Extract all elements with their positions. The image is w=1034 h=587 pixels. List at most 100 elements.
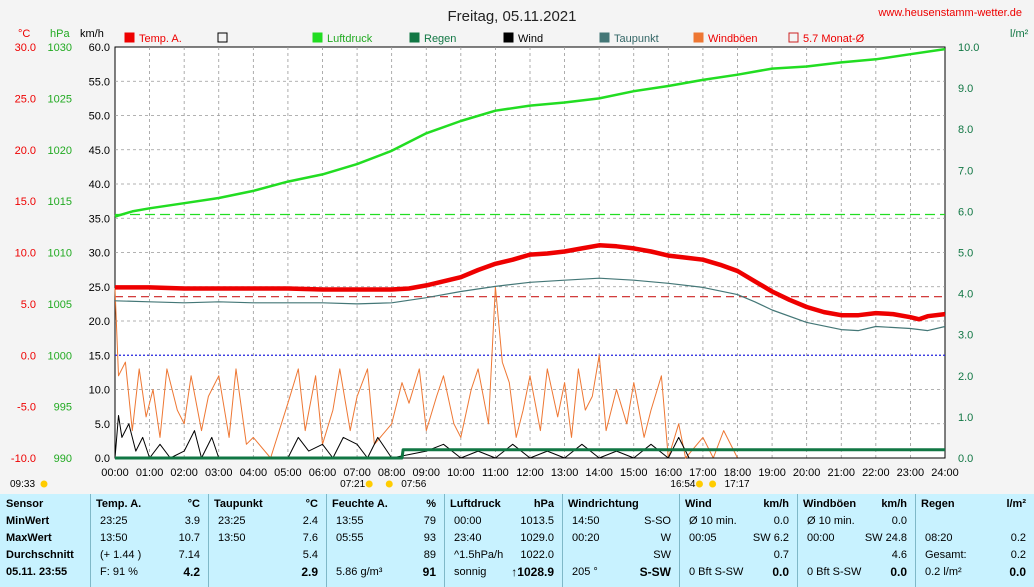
panel-row: 00:05 SW 6.2	[679, 530, 797, 546]
panel-cell-value: 7.14	[178, 549, 200, 561]
panel-row: 05.11. 23:55	[0, 564, 90, 580]
panel-cell-value: 0.0	[1009, 565, 1026, 579]
panel-cell-label: 205 °	[572, 566, 598, 578]
legend-swatch	[693, 32, 704, 43]
panel-cell-value: 0.7	[773, 549, 789, 561]
panel-separator	[915, 494, 916, 587]
panel-cell-label: 23:25	[100, 515, 128, 527]
rain-tick-label: 5.0	[958, 248, 973, 260]
panel-cell-value: 4.6	[891, 549, 907, 561]
panel-cell-value: 1022.0	[520, 549, 554, 561]
chart-series	[114, 47, 946, 460]
wind-tick-label: 55.0	[89, 76, 110, 88]
panel-separator	[562, 494, 563, 587]
panel-header: Taupunkt °C	[208, 496, 326, 512]
panel-header: Luftdruck hPa	[444, 496, 562, 512]
press-tick-label: 1005	[48, 299, 72, 311]
site-url[interactable]: www.heusenstamm-wetter.de	[877, 7, 1022, 19]
panel-cell-label: 00:00	[454, 515, 482, 527]
chart-title: Freitag, 05.11.2021	[448, 8, 577, 25]
sun-markers: 09:33 07:21 07:56 16:54 17:17	[10, 479, 750, 490]
panel-cell-value: S-SW	[639, 565, 671, 579]
temp-unit-label: °C	[18, 28, 30, 40]
temp-tick-label: 25.0	[15, 93, 36, 105]
rain-tick-label: 10.0	[958, 42, 979, 54]
panel-cell-label: sonnig	[454, 566, 487, 578]
panel-cell-value: 0.0	[773, 515, 789, 527]
panel-row: MaxWert	[0, 530, 90, 546]
series-line-windb-en	[114, 286, 945, 459]
rain-tick-label: 8.0	[958, 124, 973, 136]
wind-tick-label: 5.0	[95, 419, 110, 431]
wind-tick-label: 40.0	[89, 179, 110, 191]
legend-label: Windböen	[708, 33, 758, 45]
legend-swatch	[788, 32, 799, 43]
press-tick-label: 990	[54, 453, 72, 465]
sun-time-label: 07:56	[401, 479, 426, 490]
panel-cell-label: 05:55	[336, 532, 364, 544]
legend-swatch	[599, 32, 610, 43]
panel-header: Wind km/h	[679, 496, 797, 512]
panel-header: Windböen km/h	[797, 496, 915, 512]
panel-row: Ø 10 min. 0.0	[679, 513, 797, 529]
legend-swatch	[409, 32, 420, 43]
panel-separator	[90, 494, 91, 587]
legend-label: Taupunkt	[614, 33, 659, 45]
panel-cell-label: Gesamt:	[925, 549, 967, 561]
panel-row: 0 Bft S-SW 0.0	[679, 564, 797, 580]
temp-tick-label: 5.0	[21, 299, 36, 311]
panel-cell-label: MinWert	[6, 515, 50, 527]
statistics-panel: Sensor MinWert MaxWert Durchschnitt 05.11. 2…	[0, 494, 1034, 587]
legend-label: Luftdruck	[327, 33, 373, 45]
panel-column: Sensor MinWert MaxWert Durchschnitt 05.11. 2…	[0, 494, 90, 587]
sun-icon	[709, 480, 717, 488]
wind-unit-label: km/h	[80, 28, 104, 40]
chart-axes: 30.0 25.0 20.0 15.0 10.0 5.0 0.0 -5.0 -10.0 1030 1…	[11, 42, 980, 479]
x-tick-label: 05:00	[274, 467, 302, 479]
panel-cell-value: W	[660, 532, 671, 544]
panel-row: 14:50 S-SO	[562, 513, 679, 529]
panel-cell-value: SW 6.2	[752, 532, 789, 544]
legend-label: Regen	[424, 33, 456, 45]
press-tick-label: 1025	[48, 93, 72, 105]
wind-tick-label: 25.0	[89, 282, 110, 294]
weather-chart: Freitag, 05.11.2021 www.heusenstamm-wett…	[10, 7, 1029, 490]
panel-column: Feuchte A.% 13:55 79 05:55 93 89 5.86 g/m³ 91	[326, 494, 444, 587]
panel-header-label: Regen	[921, 498, 955, 510]
panel-row: 5.86 g/m³ 91	[326, 564, 444, 580]
sun-time-label: 09:33	[10, 479, 35, 490]
rain-tick-label: 3.0	[958, 330, 973, 342]
chart-legend: Temp. A. Luftdruck Regen Wind Taupunkt Windbö…	[124, 32, 865, 45]
panel-header-label: Windböen	[803, 498, 857, 510]
panel-column: Temp. A. °C 23:25 3.9 13:50 10.7 (+ 1.44 ) 7.14…	[90, 494, 208, 587]
series-line-luftdruck	[114, 47, 946, 218]
panel-cell-value: SW 24.8	[864, 532, 907, 544]
panel-row: SW	[562, 547, 679, 563]
press-tick-label: 1020	[48, 145, 72, 157]
panel-row: Durchschnitt	[0, 547, 90, 563]
panel-row: 13:50 10.7	[90, 530, 208, 546]
temp-tick-label: 10.0	[15, 248, 36, 260]
panel-separator	[797, 494, 798, 587]
legend-swatch	[124, 32, 135, 43]
wind-tick-label: 10.0	[89, 385, 110, 397]
panel-header: Sensor	[0, 496, 90, 512]
panel-header-unit: km/h	[881, 498, 907, 510]
wind-tick-label: 30.0	[89, 248, 110, 260]
rain-tick-label: 9.0	[958, 83, 973, 95]
panel-row: 2.9	[208, 564, 326, 580]
panel-cell-label: 0.2 l/m²	[925, 566, 962, 578]
panel-header-unit: hPa	[533, 498, 554, 510]
wind-tick-label: 60.0	[89, 42, 110, 54]
panel-row	[915, 513, 1034, 529]
panel-cell-label: Ø 10 min.	[689, 515, 737, 527]
legend-label: 5.7 Monat-Ø	[803, 33, 865, 45]
series-line-wind	[114, 415, 945, 459]
panel-cell-label: 05.11. 23:55	[6, 566, 68, 578]
panel-row: sonnig ↑1028.9	[444, 564, 562, 580]
legend-swatch	[503, 32, 514, 43]
panel-cell-label: 0 Bft S-SW	[689, 566, 744, 578]
temp-tick-label: 0.0	[21, 350, 36, 362]
panel-cell-value: 0.0	[772, 565, 789, 579]
panel-header-unit: °C	[187, 498, 200, 510]
